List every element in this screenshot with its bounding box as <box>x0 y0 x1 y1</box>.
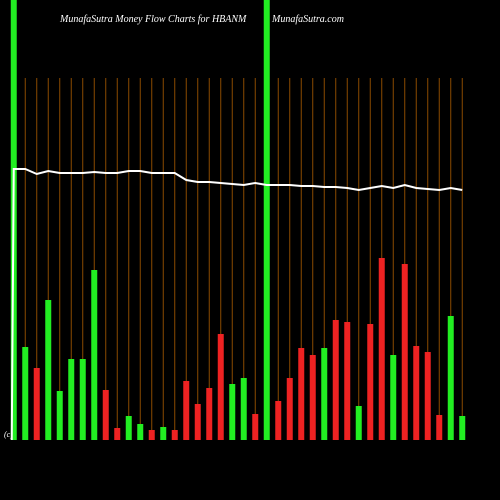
chart-title: MunafaSutra Money Flow Charts for HBANM <box>59 14 247 25</box>
bar <box>459 416 466 440</box>
bar <box>45 300 52 440</box>
bar <box>125 416 132 440</box>
bar <box>390 355 397 440</box>
chart-subtitle: MunafaSutra.com <box>271 14 344 25</box>
bar <box>355 406 362 440</box>
bar <box>436 415 443 440</box>
bar <box>252 414 259 440</box>
bar <box>240 378 247 440</box>
bar <box>321 348 328 440</box>
bar <box>367 324 374 440</box>
bar <box>102 390 109 440</box>
bar <box>137 424 144 440</box>
bar <box>33 368 40 440</box>
bar <box>263 0 270 440</box>
bar <box>183 381 190 440</box>
money-flow-line <box>10 168 463 441</box>
bar <box>378 258 385 440</box>
bar <box>194 404 201 440</box>
bar <box>114 428 121 440</box>
bar <box>148 430 155 440</box>
bar <box>160 427 167 440</box>
footnote: (c) <box>4 430 13 439</box>
bar <box>56 391 63 440</box>
bar <box>229 384 236 440</box>
bar <box>206 388 213 440</box>
bar <box>91 270 98 440</box>
bar <box>344 322 351 440</box>
bar <box>424 352 431 440</box>
bar <box>79 359 86 440</box>
bar <box>298 348 305 440</box>
bar <box>286 378 293 440</box>
bar <box>171 430 178 440</box>
bar <box>309 355 316 440</box>
bar <box>217 334 224 440</box>
bar <box>413 346 420 440</box>
bar <box>401 264 408 440</box>
bar <box>447 316 454 440</box>
bar <box>332 320 339 440</box>
bar <box>275 401 282 440</box>
bar <box>68 359 75 440</box>
bar <box>22 347 29 440</box>
